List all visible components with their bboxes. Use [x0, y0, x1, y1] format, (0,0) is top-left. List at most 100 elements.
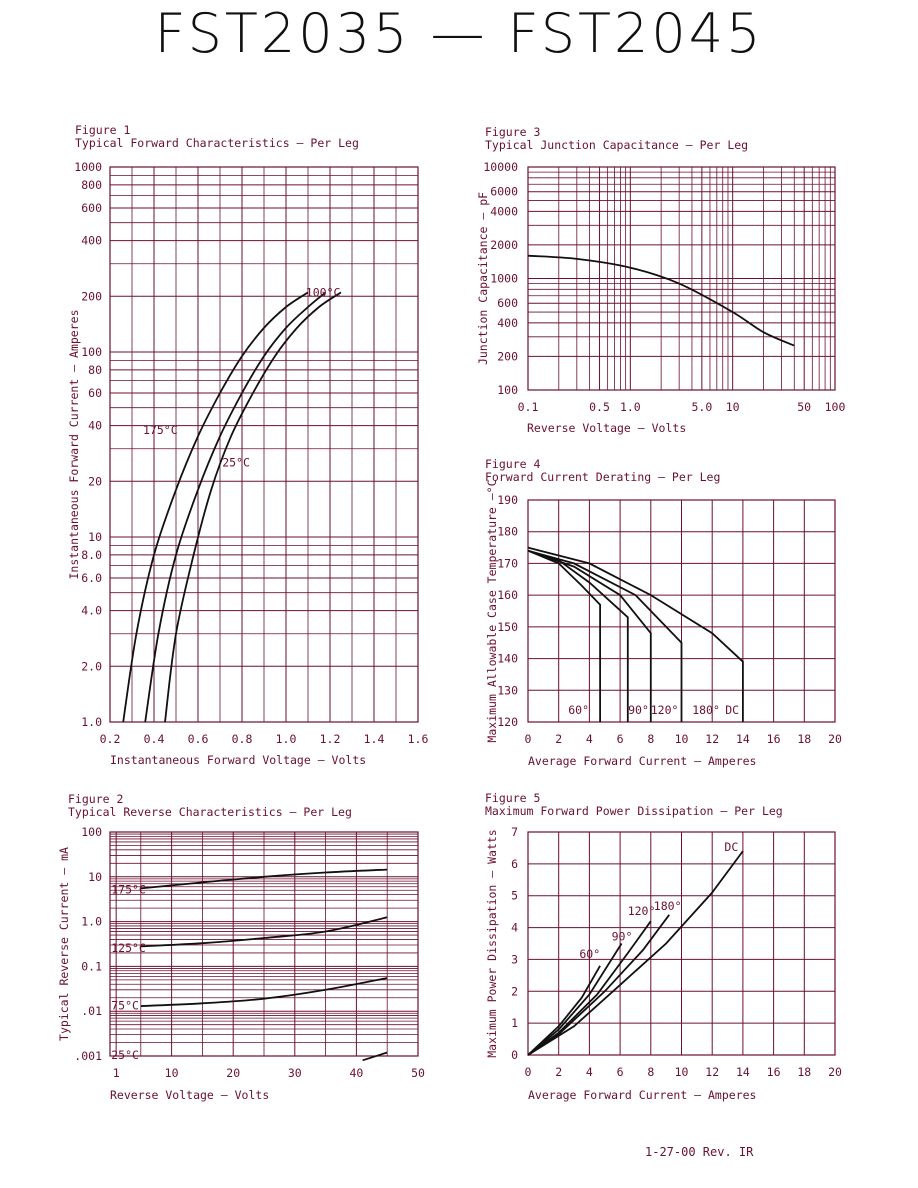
x-tick-label: 14: [736, 732, 750, 746]
y-tick-label: 5: [511, 889, 518, 903]
curve-annotation: 60°: [568, 703, 589, 717]
curve-annotation: 180°: [654, 899, 682, 913]
y-tick-label: 140: [497, 652, 518, 666]
y-tick-label: 180: [497, 525, 518, 539]
curve-annotation: DC: [725, 703, 739, 717]
y-tick-label: 1: [511, 1016, 518, 1030]
y-tick-label: .01: [81, 1004, 102, 1018]
curve-annotation: 175°C: [143, 423, 178, 437]
figure-2-title: Typical Reverse Characteristics — Per Le…: [68, 805, 352, 819]
curve-annotation: 120°: [651, 703, 679, 717]
y-tick-label: 400: [81, 234, 102, 248]
curve-120: [527, 549, 652, 722]
y-tick-label: 10000: [483, 160, 518, 174]
x-tick-label: 4: [586, 1065, 593, 1079]
figure-1-title: Typical Forward Characteristics — Per Le…: [75, 136, 359, 150]
x-tick-label: 6: [617, 732, 624, 746]
x-tick-label: 1.0: [276, 732, 297, 746]
curve-annotation: 90°: [612, 929, 633, 943]
x-tick-label: 50: [411, 1066, 425, 1080]
curve-25c: [362, 1051, 388, 1062]
curve-annotation: 60°: [579, 947, 600, 961]
y-tick-label: 1.0: [81, 915, 102, 929]
y-tick-label: 0: [511, 1048, 518, 1062]
x-tick-label: 16: [767, 732, 781, 746]
y-tick-label: 10: [88, 870, 102, 884]
y-tick-label: 150: [497, 620, 518, 634]
y-axis-label: Typical Reverse Current — mA: [57, 847, 71, 1041]
y-tick-label: 600: [497, 296, 518, 310]
revision-footer: 1-27-00 Rev. IR: [645, 1145, 754, 1159]
x-tick-label: 0.5: [589, 400, 610, 414]
x-axis-label: Reverse Voltage — Volts: [527, 421, 686, 435]
x-tick-label: 2: [555, 1065, 562, 1079]
plot-frame: [109, 166, 419, 723]
plot-frame: [109, 831, 419, 1057]
y-tick-label: 4.0: [81, 604, 102, 618]
x-tick-label: 8: [647, 732, 654, 746]
y-tick-label: 200: [81, 289, 102, 303]
y-tick-label: 4: [511, 921, 518, 935]
x-tick-label: 8: [647, 1065, 654, 1079]
y-tick-label: 100: [81, 345, 102, 359]
figure-5-heading: Figure 5 Maximum Forward Power Dissipati…: [485, 792, 783, 818]
figure-1-heading: Figure 1 Typical Forward Characteristics…: [75, 124, 359, 150]
y-tick-label: 2000: [490, 238, 518, 252]
curve-annotation: 125°C: [111, 941, 146, 955]
y-axis-label: Maximum Allowable Case Temperature —°C: [485, 479, 499, 742]
x-tick-label: 1.2: [320, 732, 341, 746]
curve-180: [527, 549, 683, 722]
x-tick-label: 0.4: [144, 732, 165, 746]
curve-125c: [140, 916, 388, 948]
figure-1-number: Figure 1: [75, 123, 131, 137]
x-tick-label: 1: [113, 1066, 120, 1080]
figure-4-chart: 0 2 4 6 8 10 12 14 16 18 20 120 130 140 150 160 170 180 19…: [485, 479, 842, 768]
y-tick-label: 100: [81, 825, 102, 839]
x-tick-label: 2: [555, 732, 562, 746]
x-tick-label: 14: [736, 1065, 750, 1079]
y-tick-label: 7: [511, 825, 518, 839]
y-tick-label: 10: [88, 530, 102, 544]
figure-3-heading: Figure 3 Typical Junction Capacitance — …: [485, 126, 748, 152]
y-tick-label: 0.1: [81, 959, 102, 973]
x-tick-label: 16: [767, 1065, 781, 1079]
figure-3-chart: 0.1 0.5 1.0 5.0 10 50 100 100 200 400 600 1000 2000 4…: [476, 160, 845, 435]
x-tick-label: 10: [165, 1066, 179, 1080]
y-tick-label: 160: [497, 588, 518, 602]
y-tick-label: 1000: [74, 160, 102, 174]
x-tick-label: 1.4: [364, 732, 385, 746]
x-tick-label: 18: [797, 732, 811, 746]
figure-2-number: Figure 2: [68, 792, 124, 806]
curve-annotation: 75°C: [111, 998, 139, 1012]
x-tick-label: 0: [525, 1065, 532, 1079]
y-tick-label: 40: [88, 419, 102, 433]
curve-25c: [164, 291, 342, 723]
x-tick-label: 30: [288, 1066, 302, 1080]
curve-60: [527, 965, 601, 1056]
y-tick-label: 200: [497, 349, 518, 363]
curve-annotation: 90°: [628, 703, 649, 717]
y-tick-label: 8.0: [81, 548, 102, 562]
y-tick-label: 60: [88, 386, 102, 400]
x-tick-label: 20: [226, 1066, 240, 1080]
x-tick-label: 10: [675, 1065, 689, 1079]
curve-series: [527, 254, 795, 347]
x-tick-label: 18: [797, 1065, 811, 1079]
curve-75c: [140, 977, 388, 1007]
y-axis-label: Instantaneous Forward Current — Amperes: [67, 309, 81, 579]
x-tick-label: 100: [825, 400, 846, 414]
y-tick-label: 120: [497, 715, 518, 729]
figure-5-title: Maximum Forward Power Dissipation — Per …: [485, 804, 783, 818]
x-tick-label: 1.6: [408, 732, 429, 746]
figure-4-heading: Figure 4 Forward Current Derating — Per …: [485, 458, 720, 484]
x-axis-label: Average Forward Current — Amperes: [528, 1088, 756, 1102]
curve-annotation: 180°: [692, 703, 720, 717]
figure-4-title: Forward Current Derating — Per Leg: [485, 470, 721, 484]
curve-annotation: 25°C: [222, 456, 250, 470]
curve-dc: [527, 546, 744, 722]
figure-2-heading: Figure 2 Typical Reverse Characteristics…: [68, 793, 352, 819]
x-tick-label: 20: [828, 732, 842, 746]
figure-3-number: Figure 3: [485, 125, 541, 139]
y-tick-label: 2: [511, 984, 518, 998]
